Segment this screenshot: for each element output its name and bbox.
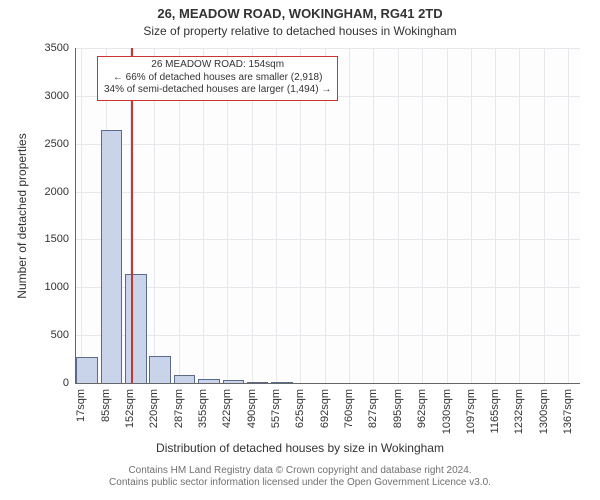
x-tick-label: 17sqm [75,389,87,422]
x-tick-label: 962sqm [416,389,428,428]
histogram-bar [101,130,123,383]
x-tick-label: 1097sqm [465,389,477,434]
x-tick-label: 422sqm [221,389,233,428]
gridline-h [75,192,580,193]
y-tick-label: 500 [35,329,69,341]
x-tick-label: 220sqm [148,389,160,428]
page-subtitle: Size of property relative to detached ho… [0,24,600,38]
x-tick-label: 490sqm [246,389,258,428]
gridline-v [471,48,472,383]
x-tick-label: 1232sqm [513,389,525,434]
gridline-v [349,48,350,383]
gridline-v [422,48,423,383]
footer-line1: Contains HM Land Registry data © Crown c… [0,465,600,477]
y-tick-label: 3500 [35,42,69,54]
x-tick-label: 1165sqm [489,389,501,433]
histogram-bar [174,375,196,383]
histogram-bar [149,356,171,383]
gridline-v [495,48,496,383]
gridline-v [519,48,520,383]
footer-line2: Contains public sector information licen… [0,477,600,489]
x-tick-label: 827sqm [367,389,379,428]
x-tick-label: 1300sqm [538,389,550,434]
annotation-line1: 26 MEADOW ROAD: 154sqm [104,59,331,72]
page-title: 26, MEADOW ROAD, WOKINGHAM, RG41 2TD [0,6,600,21]
x-tick-label: 557sqm [270,389,282,428]
x-tick-label: 85sqm [100,389,112,422]
gridline-v [81,48,82,383]
x-tick-label: 287sqm [173,389,185,428]
y-tick-label: 2000 [35,186,69,198]
y-tick-label: 1000 [35,281,69,293]
footer-attribution: Contains HM Land Registry data © Crown c… [0,465,600,489]
gridline-v [447,48,448,383]
x-tick-label: 152sqm [124,389,136,428]
x-tick-label: 760sqm [343,389,355,428]
y-tick-label: 0 [35,377,69,389]
x-tick-label: 1030sqm [441,389,453,434]
y-tick-label: 1500 [35,233,69,245]
x-axis-label: Distribution of detached houses by size … [0,441,600,455]
y-tick-label: 2500 [35,138,69,150]
gridline-h [75,239,580,240]
gridline-h [75,335,580,336]
annotation-line2: ← 66% of detached houses are smaller (2,… [104,72,331,85]
y-tick-label: 3000 [35,90,69,102]
histogram-bar [76,357,98,383]
gridline-h [75,48,580,49]
gridline-v [398,48,399,383]
x-tick-label: 625sqm [294,389,306,428]
y-axis-label: Number of detached properties [15,133,29,298]
chart-container: { "title_line1": "26, MEADOW ROAD, WOKIN… [0,0,600,500]
x-tick-label: 355sqm [197,389,209,428]
x-tick-label: 895sqm [392,389,404,428]
x-axis-line [75,383,580,384]
gridline-v [544,48,545,383]
annotation-box: 26 MEADOW ROAD: 154sqm← 66% of detached … [97,56,338,101]
gridline-h [75,144,580,145]
y-axis-line [75,48,76,383]
annotation-line3: 34% of semi-detached houses are larger (… [104,84,331,97]
gridline-v [568,48,569,383]
x-tick-label: 692sqm [319,389,331,428]
x-tick-label: 1367sqm [562,389,574,434]
histogram-bar [125,274,147,383]
gridline-h [75,287,580,288]
gridline-v [373,48,374,383]
